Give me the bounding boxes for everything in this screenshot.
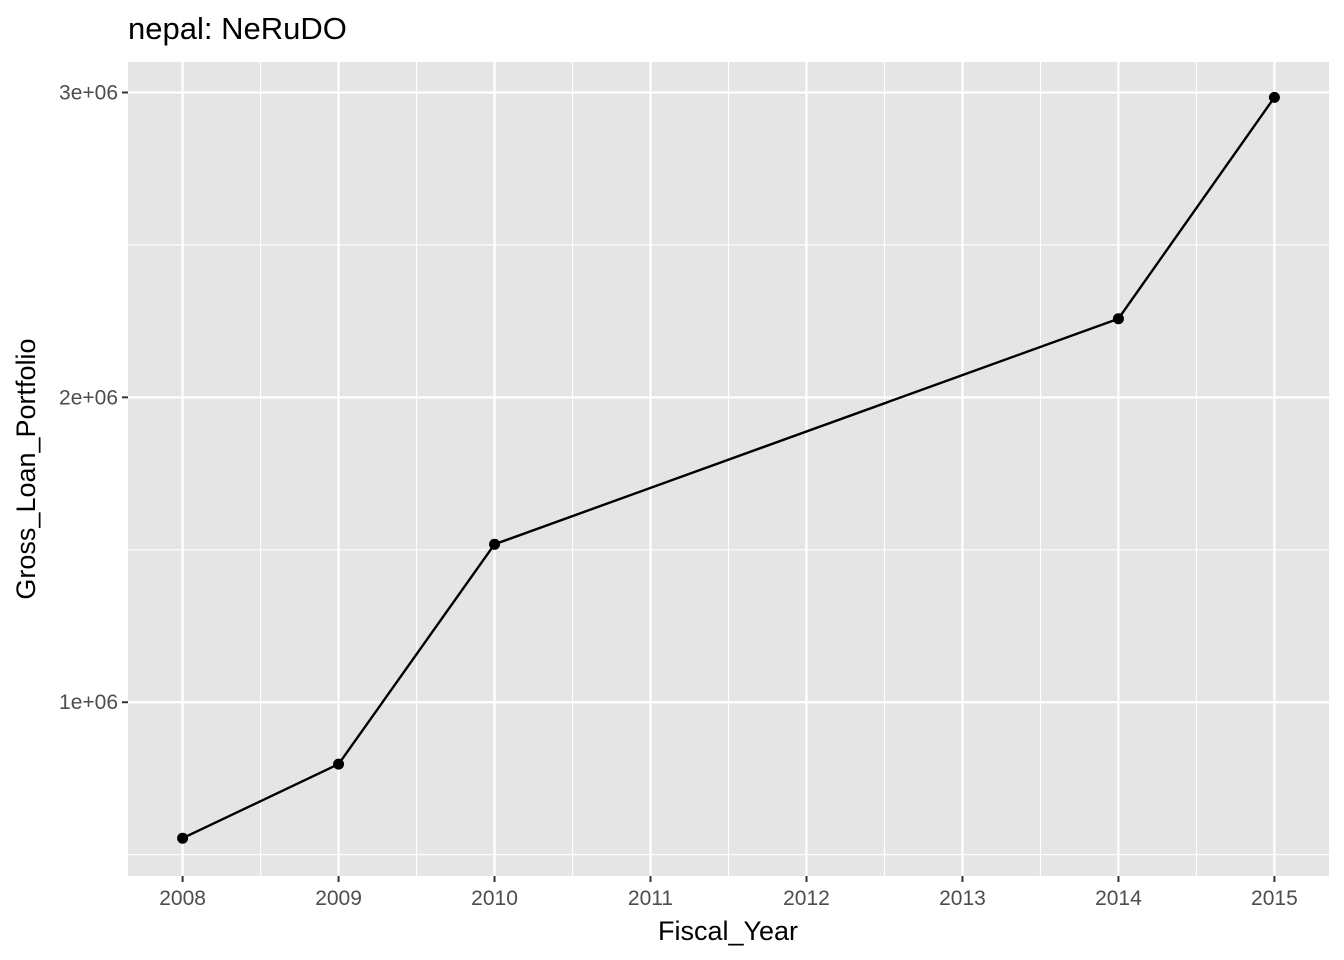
y-tick-label: 2e+06 <box>59 386 118 409</box>
x-tick-label: 2012 <box>783 887 830 910</box>
data-point <box>489 538 501 550</box>
chart-title: nepal: NeRuDO <box>128 11 347 46</box>
x-tick-label: 2008 <box>159 887 206 910</box>
y-tick-label: 1e+06 <box>59 691 118 714</box>
y-tick-label: 3e+06 <box>59 81 118 104</box>
y-axis-title: Gross_Loan_Portfolio <box>11 338 41 599</box>
x-tick-label: 2014 <box>1095 887 1142 910</box>
y-axis: 1e+06 2e+06 3e+06 <box>59 81 128 714</box>
x-tick-label: 2010 <box>471 887 518 910</box>
major-gridlines <box>128 62 1329 876</box>
data-point <box>177 832 189 844</box>
x-tick-label: 2011 <box>628 887 673 910</box>
x-tick-label: 2009 <box>315 887 362 910</box>
x-tick-label: 2013 <box>939 887 986 910</box>
data-point <box>1268 91 1280 103</box>
data-point <box>1112 313 1124 325</box>
series-layer <box>177 91 1280 844</box>
data-point <box>333 758 345 770</box>
minor-gridlines <box>128 62 1329 876</box>
x-axis-title: Fiscal_Year <box>658 916 798 946</box>
x-axis: 2008 2009 2010 2011 2012 2013 2014 2015 <box>159 876 1298 910</box>
x-tick-label: 2015 <box>1251 887 1298 910</box>
